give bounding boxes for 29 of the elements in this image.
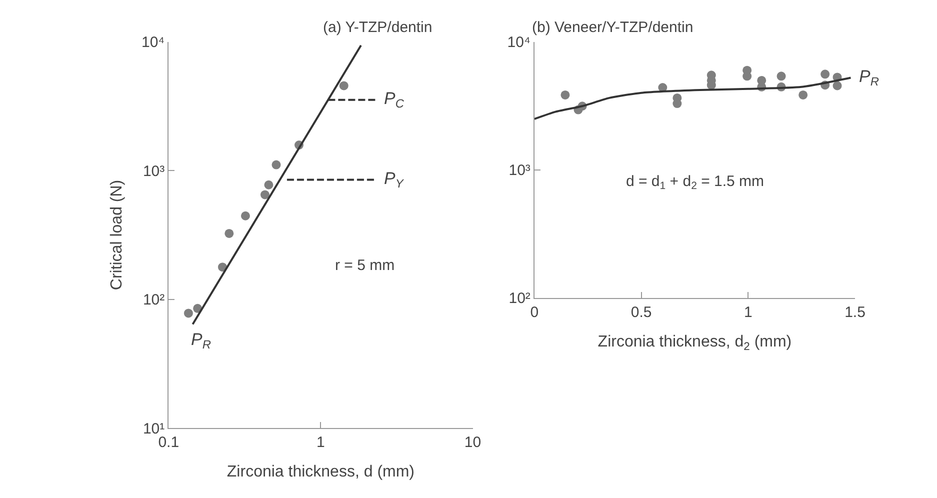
y-tick-label: 10³ xyxy=(142,162,165,180)
chart-title: (b) Veneer/Y-TZP/dentin xyxy=(532,19,694,36)
point xyxy=(798,90,808,100)
annotation: P$_{R}$ xyxy=(859,67,880,89)
point xyxy=(776,72,786,81)
annotation: P$_{C}$ xyxy=(384,89,404,111)
annotation: P$_{R}$ xyxy=(191,330,212,352)
y-tick-label: 10⁴ xyxy=(507,34,530,52)
x-axis-title: Zirconia thickness, d (mm) xyxy=(226,464,415,481)
point xyxy=(832,81,842,90)
y-tick-label: 10² xyxy=(142,292,165,309)
annotation: r = 5 mm xyxy=(335,257,395,274)
x-tick-label: 0 xyxy=(530,304,539,321)
x-tick-label: 1.5 xyxy=(844,304,866,321)
x-tick-label: 0.5 xyxy=(630,304,652,321)
point xyxy=(560,90,570,100)
annotation: d = d$_{1}$ + d$_{2}$ = 1.5 mm xyxy=(626,173,764,192)
line-series xyxy=(534,76,852,120)
y-axis-title: Critical load (N) xyxy=(108,180,126,290)
y-tick-label: 10³ xyxy=(508,162,530,180)
y-tick-label: 10⁴ xyxy=(142,34,165,52)
annotation: P$_{Y}$ xyxy=(384,169,404,191)
point xyxy=(820,70,830,79)
x-tick-label: 10 xyxy=(464,434,482,451)
y-tick-label: 10² xyxy=(508,290,530,308)
x-tick-label: 1 xyxy=(744,304,752,321)
x-axis-title: Zirconia thickness, d$_{2}$ (mm) xyxy=(598,334,792,353)
x-tick-label: 1 xyxy=(316,434,325,451)
chart-title: (a) Y-TZP/dentin xyxy=(323,19,432,36)
